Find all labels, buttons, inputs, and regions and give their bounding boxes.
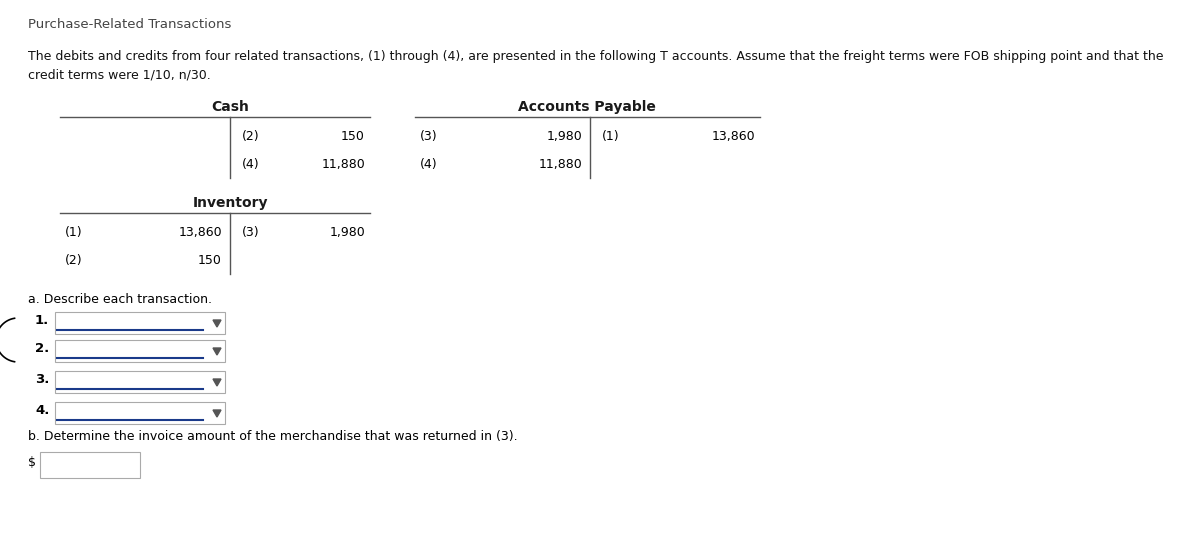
Text: a. Describe each transaction.: a. Describe each transaction.	[28, 293, 212, 306]
Text: 1.: 1.	[35, 314, 49, 327]
Text: credit terms were 1/10, n/30.: credit terms were 1/10, n/30.	[28, 68, 211, 81]
Text: Accounts Payable: Accounts Payable	[518, 100, 656, 114]
Bar	[55, 312, 226, 334]
Text: (1): (1)	[602, 130, 619, 143]
Bar	[40, 452, 140, 478]
Text: 11,880: 11,880	[539, 158, 582, 171]
Text: The debits and credits from four related transactions, (1) through (4), are pres: The debits and credits from four related…	[28, 50, 1164, 63]
Bar	[55, 371, 226, 393]
Text: $: $	[28, 456, 36, 469]
Polygon shape	[214, 320, 221, 327]
Text: (4): (4)	[242, 158, 259, 171]
Text: (4): (4)	[420, 158, 438, 171]
Text: 1,980: 1,980	[329, 226, 365, 239]
Text: 150: 150	[341, 130, 365, 143]
Text: Cash: Cash	[211, 100, 248, 114]
Text: b. Determine the invoice amount of the merchandise that was returned in (3).: b. Determine the invoice amount of the m…	[28, 430, 517, 443]
Text: 13,860: 13,860	[179, 226, 222, 239]
Text: Inventory: Inventory	[192, 196, 268, 210]
Text: 150: 150	[198, 254, 222, 267]
Text: 1,980: 1,980	[546, 130, 582, 143]
Polygon shape	[214, 379, 221, 386]
Text: (3): (3)	[420, 130, 438, 143]
Text: 11,880: 11,880	[322, 158, 365, 171]
Text: 4.: 4.	[35, 404, 49, 417]
Text: (3): (3)	[242, 226, 259, 239]
Text: 13,860: 13,860	[712, 130, 755, 143]
Polygon shape	[214, 348, 221, 355]
Text: Purchase-Related Transactions: Purchase-Related Transactions	[28, 18, 232, 31]
Polygon shape	[214, 410, 221, 417]
Bar	[55, 340, 226, 362]
Text: 2.: 2.	[35, 342, 49, 355]
Text: (2): (2)	[242, 130, 259, 143]
Text: (1): (1)	[65, 226, 83, 239]
Bar	[55, 402, 226, 424]
Text: (2): (2)	[65, 254, 83, 267]
Text: 3.: 3.	[35, 373, 49, 386]
